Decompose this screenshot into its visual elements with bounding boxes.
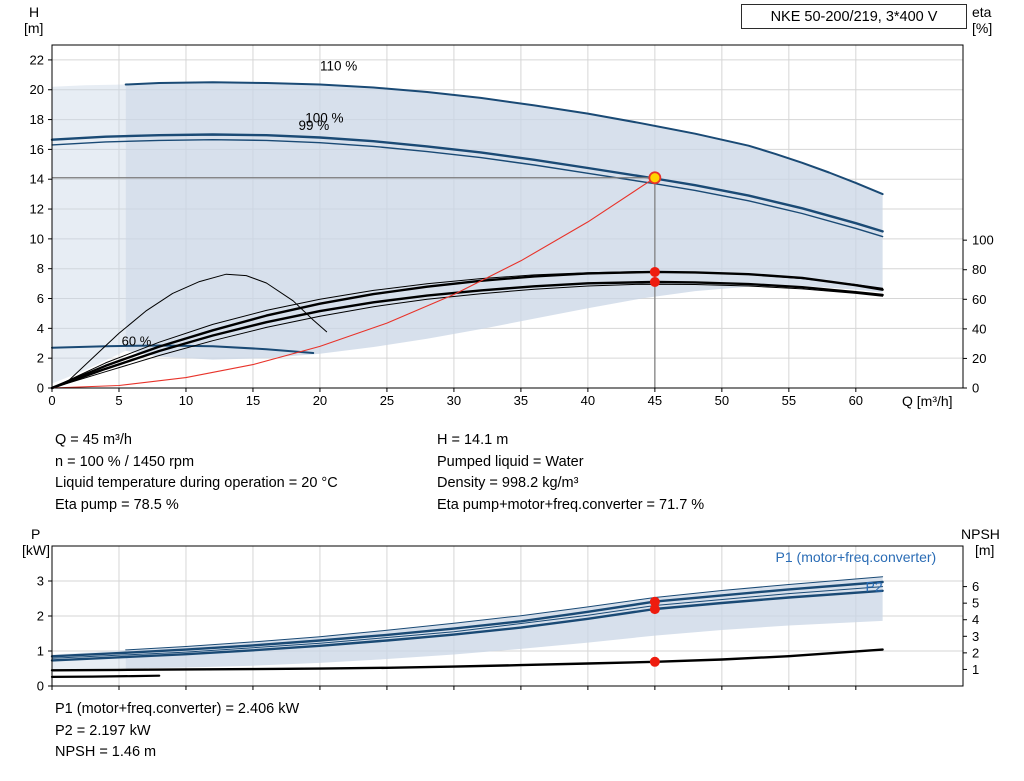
p-axis-unit-label: [kW] (22, 542, 50, 558)
right-tick-label: 2 (972, 645, 979, 660)
left-tick-label: 6 (37, 291, 44, 306)
power-envelope-top-curve (125, 576, 884, 651)
left-tick-label: 3 (37, 574, 44, 589)
curve-label: 60 % (122, 333, 152, 348)
info-line: n = 100 % / 1450 rpm (55, 453, 195, 470)
left-tick-label: 2 (37, 609, 44, 624)
speed-60-curve (51, 344, 315, 354)
eta-axis-label: eta (972, 4, 992, 20)
right-tick-label: 40 (972, 321, 986, 336)
left-tick-label: 14 (30, 172, 44, 187)
info-line: Liquid temperature during operation = 20… (55, 475, 338, 491)
left-tick-label: 4 (37, 321, 44, 336)
duty-info-right-block: H = 14.1 m Pumped liquid = Water Density =… (437, 430, 704, 516)
info-line: P2 = 2.197 kW (55, 722, 151, 739)
p1-curve (50, 580, 884, 658)
hq-chart-svg: 0 5 10 15 20 25 30 35 40 45 50 55 60 0 2 4 6 8 10 12 14 16 18 2… (30, 44, 994, 408)
duty-info-left-block: Q = 45 m³/h n = 100 % / 1450 rpm Liquid te… (55, 430, 338, 516)
x-tick-label: 60 (849, 393, 863, 408)
left-tick-label: 10 (30, 231, 44, 246)
info-line: Pumped liquid = Water (437, 453, 584, 470)
right-tick-label: 4 (972, 612, 979, 627)
right-tick-label: 20 (972, 351, 986, 366)
right-tick-label: 5 (972, 596, 979, 611)
curve-label: P1 (motor+freq.converter) (776, 549, 937, 565)
info-line: Eta pump+motor+freq.converter = 71.7 % (437, 496, 705, 513)
eta-low-speed-arc (64, 273, 328, 385)
info-line: Eta pump = 78.5 % (55, 496, 179, 513)
speed-100-curve (50, 133, 884, 233)
x-tick-label: 0 (48, 393, 55, 408)
operating-envelope (125, 82, 883, 360)
left-tick-label: 0 (37, 679, 44, 694)
left-tick-label: 16 (30, 142, 44, 157)
x-tick-label: 15 (246, 393, 260, 408)
speed-99-curve (51, 139, 884, 238)
left-tick-label: 8 (37, 261, 44, 276)
right-tick-label: 6 (972, 579, 979, 594)
npsh-axis-unit-label: [m] (975, 542, 995, 558)
speed-110-curve (124, 81, 884, 196)
h-axis-label: H (29, 4, 40, 20)
curve-label: 99 % (299, 118, 330, 133)
right-tick-label: 80 (972, 262, 986, 277)
curve-label: 100 % (305, 111, 343, 126)
left-tick-label: 2 (37, 351, 44, 366)
x-tick-label: 40 (581, 393, 595, 408)
curve-label: P2 (865, 579, 882, 595)
x-tick-label: 35 (514, 393, 528, 408)
info-line: NPSH = 1.46 m (55, 744, 157, 760)
x-tick-label: 10 (179, 393, 193, 408)
p2-point (649, 604, 660, 615)
info-line: P1 (motor+freq.converter) = 2.406 kW (55, 701, 300, 717)
left-tick-label: 1 (37, 644, 44, 659)
curve-label: 110 % (320, 58, 357, 73)
x-tick-label: 25 (380, 393, 394, 408)
info-line: Density = 998.2 kg/m³ (437, 475, 579, 491)
x-tick-label: 20 (313, 393, 327, 408)
x-tick-label: 5 (115, 393, 122, 408)
right-tick-label: 1 (972, 662, 979, 677)
right-tick-label: 100 (972, 233, 994, 248)
eta-total-point (649, 276, 660, 287)
right-tick-label: 60 (972, 292, 986, 307)
left-tick-label: 18 (30, 112, 44, 127)
npsh-point (649, 656, 660, 667)
h-axis-unit-label: [m] (24, 20, 44, 36)
eta-total-thin-curve (51, 283, 884, 389)
p1-point (649, 596, 660, 607)
pump-model-title-box: NKE 50-200/219, 3*400 V (741, 4, 967, 29)
power-npsh-result-block: P1 (motor+freq.converter) = 2.406 kW P2 =… (55, 699, 299, 764)
system-curve (51, 177, 656, 389)
left-tick-label: 22 (30, 52, 44, 67)
q-axis-label: Q [m³/h] (902, 393, 953, 409)
left-tick-label: 20 (30, 82, 44, 97)
eta-total-curve (50, 280, 884, 390)
npsh-curve (50, 648, 884, 672)
x-tick-label: 30 (447, 393, 461, 408)
npsh-low-speed-stub (50, 674, 161, 678)
eta-pump-thin-curve (51, 271, 884, 389)
duty-point (648, 171, 662, 185)
envelope-left-wedge (52, 84, 126, 384)
x-tick-label: 55 (782, 393, 796, 408)
plot-border (51, 44, 964, 389)
x-tick-label: 50 (715, 393, 729, 408)
npsh-axis-label: NPSH (961, 526, 1000, 542)
p2-curve (50, 589, 884, 662)
eta-axis-unit-label: [%] (972, 20, 993, 36)
eta-pump-point (649, 266, 660, 277)
info-line: H = 14.1 m (437, 432, 509, 448)
power-mid-thin-curve (51, 586, 884, 659)
info-line: Q = 45 m³/h (55, 432, 132, 448)
left-tick-label: 0 (37, 381, 44, 396)
right-tick-label: 0 (972, 381, 979, 396)
x-tick-label: 45 (648, 393, 662, 408)
left-tick-label: 12 (30, 202, 44, 217)
right-tick-label: 3 (972, 629, 979, 644)
p-axis-label: P (31, 526, 41, 542)
